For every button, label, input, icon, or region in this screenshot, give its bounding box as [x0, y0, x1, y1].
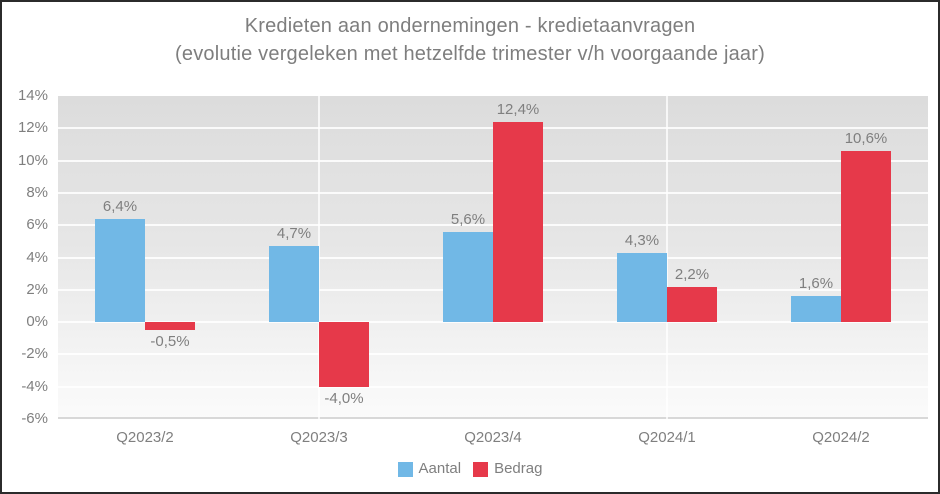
- legend-item-bedrag: Bedrag: [473, 461, 542, 477]
- bar-value-label: 4,7%: [276, 225, 312, 243]
- y-axis-tick-label: 12%: [17, 119, 48, 137]
- bar-aantal-Q2023-2: [95, 218, 145, 323]
- bar-bedrag-Q2024-1: [667, 286, 717, 323]
- y-axis-tick-label: -4%: [21, 377, 48, 395]
- x-axis-category-label: Q2023/4: [464, 429, 522, 446]
- bar-aantal-Q2023-3: [269, 246, 319, 323]
- y-axis-tick-label: 2%: [26, 280, 48, 298]
- y-axis-tick-label: 6%: [26, 216, 48, 234]
- y-axis-tick-label: 14%: [17, 87, 48, 104]
- x-gridline: [318, 96, 320, 419]
- y-gridline: [58, 385, 928, 388]
- bar-value-label: 10,6%: [844, 129, 888, 147]
- bar-value-label: -4,0%: [324, 389, 364, 407]
- y-gridline: [58, 353, 928, 356]
- bar-bedrag-Q2023-3: [319, 322, 369, 387]
- x-axis-category-label: Q2024/2: [812, 429, 870, 446]
- plot-area: 6,4% -0,5% 4,7% -4,0% 5,6% 12,4% 4,3% 2,2% 1,6% 1…: [58, 96, 928, 419]
- chart-title: Kredieten aan ondernemingen - kredietaan…: [244, 15, 696, 37]
- bar-bedrag-Q2024-2: [841, 150, 891, 323]
- legend-swatch-aantal: [397, 461, 413, 477]
- y-axis-tick-label: 4%: [26, 248, 48, 266]
- bar-bedrag-Q2023-4: [493, 121, 543, 323]
- bar-aantal-Q2023-4: [443, 231, 493, 323]
- x-axis-category-label: Q2023/3: [290, 429, 348, 446]
- bar-aantal-Q2024-2: [791, 296, 841, 323]
- y-axis-tick-label: 8%: [26, 183, 48, 201]
- x-axis-line: [58, 417, 928, 419]
- x-axis-category-label: Q2024/1: [638, 429, 696, 446]
- x-gridline: [666, 96, 668, 419]
- bar-value-label: -0,5%: [150, 333, 190, 351]
- y-axis-tick-label: -2%: [21, 345, 48, 363]
- x-axis-category-label: Q2023/2: [116, 429, 174, 446]
- y-gridline: [58, 321, 928, 324]
- bar-value-label: 12,4%: [496, 100, 540, 118]
- legend-item-aantal: Aantal: [397, 460, 462, 477]
- legend-label-aantal: Aantal: [418, 460, 462, 477]
- bar-value-label: 6,4%: [102, 197, 138, 215]
- y-axis-tick-label: 10%: [17, 151, 48, 169]
- bar-bedrag-Q2023-2: [145, 322, 195, 331]
- bar-value-label: 5,6%: [450, 210, 486, 228]
- bar-aantal-Q2024-1: [617, 252, 667, 323]
- legend-swatch-bedrag: [473, 461, 489, 477]
- legend-label-bedrag: Bedrag: [494, 460, 543, 477]
- chart-subtitle: (evolutie vergeleken met hetzelfde trime…: [175, 43, 765, 65]
- bar-value-label: 4,3%: [624, 231, 660, 249]
- y-axis-tick-label: 0%: [26, 313, 48, 331]
- bar-value-label: 1,6%: [798, 275, 834, 293]
- y-axis-tick-label: -6%: [21, 410, 48, 427]
- bar-value-label: 2,2%: [674, 265, 710, 283]
- legend: Aantal Bedrag: [2, 461, 938, 477]
